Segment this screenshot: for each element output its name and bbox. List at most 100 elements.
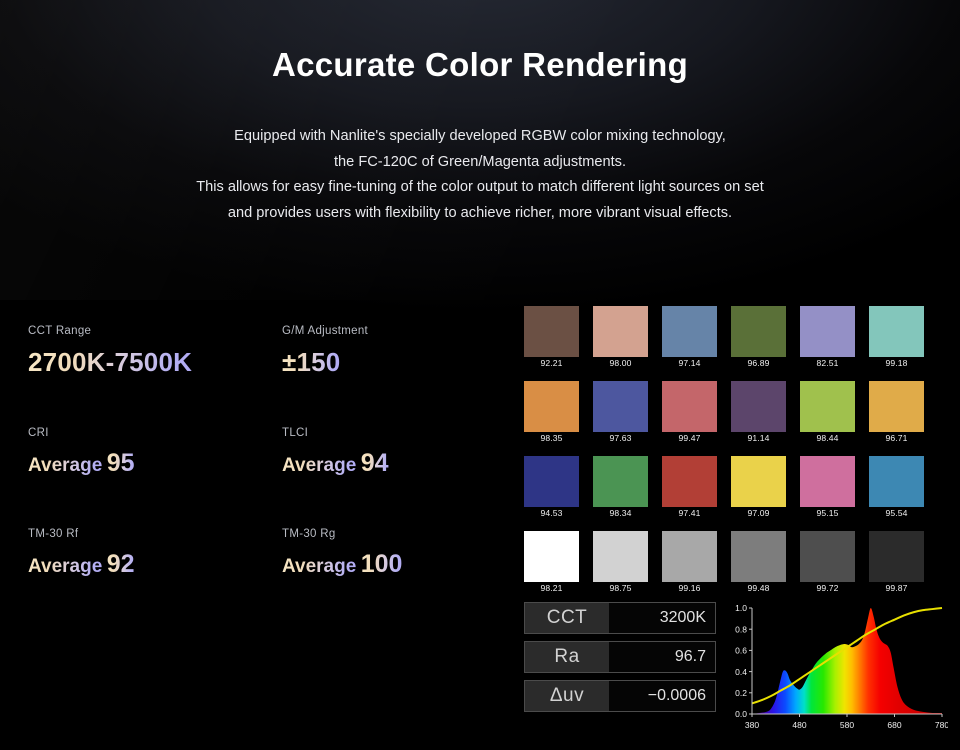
color-swatch-value: 99.48 [747,583,770,593]
spec-row: TM-30 Rf Average 92 TM-30 Rg Average 100 [28,528,488,577]
color-swatch-cell: 98.35 [524,381,579,443]
measurement-label: Ra [525,642,609,672]
color-swatch-value: 99.87 [885,583,908,593]
color-swatch [800,531,855,582]
spec-value-number: 92 [106,550,135,578]
spec-grid: CCT Range 2700K-7500K G/M Adjustment ±15… [28,325,488,577]
color-swatch-value: 97.09 [747,508,770,518]
color-swatch-value: 99.16 [678,583,701,593]
color-swatch [731,531,786,582]
page-title: Accurate Color Rendering [271,46,689,83]
color-swatch-cell: 99.87 [869,531,924,593]
color-swatch-cell: 98.21 [524,531,579,593]
color-swatch-cell: 98.00 [593,306,648,368]
spec-value-prefix: Average [282,556,357,577]
color-swatch [524,531,579,582]
color-swatch-value: 91.14 [747,433,770,443]
measurement-row: Δuv −0.0006 [524,680,716,712]
measurement-row: Ra 96.7 [524,641,716,673]
color-swatch [869,456,924,507]
color-swatch [662,306,717,357]
spec-item-gm-adjustment: G/M Adjustment ±150 [282,325,488,375]
spec-value: 2700K-7500K [28,349,282,375]
color-swatch-cell: 98.34 [593,456,648,518]
spec-label: TLCI [282,427,309,439]
spec-item-tm30-rg: TM-30 Rg Average 100 [282,528,488,577]
color-swatch-cell: 99.48 [731,531,786,593]
y-tick-label: 0.2 [735,688,747,698]
intro-paragraph: Equipped with Nanlite's specially develo… [0,124,960,226]
color-swatch-cell: 99.47 [662,381,717,443]
color-swatch-cell: 91.14 [731,381,786,443]
color-swatch-cell: 95.15 [800,456,855,518]
color-swatch-value: 97.63 [609,433,632,443]
spec-value-prefix: Average [282,455,357,476]
spec-label: TM-30 Rg [282,528,336,540]
spec-row: CCT Range 2700K-7500K G/M Adjustment ±15… [28,325,488,375]
spec-value: Average 100 [282,552,488,577]
spec-value: ±150 [282,349,488,375]
color-swatch-value: 98.44 [816,433,839,443]
color-swatch [524,381,579,432]
color-swatch [593,306,648,357]
measurement-value: 3200K [609,603,715,633]
spec-value-number: 94 [360,449,389,477]
spec-label: TM-30 Rf [28,528,79,540]
color-swatch-value: 97.14 [678,358,701,368]
color-swatch-value: 94.53 [540,508,563,518]
color-swatch-value: 96.71 [885,433,908,443]
spec-value-text: ±150 [282,347,341,377]
color-swatch-cell: 99.72 [800,531,855,593]
color-swatch-cell: 99.16 [662,531,717,593]
y-tick-label: 0.0 [735,709,747,719]
x-tick-label: 480 [792,720,806,730]
color-swatch [800,306,855,357]
y-tick-label: 0.4 [735,667,747,677]
color-swatch-value: 99.72 [816,583,839,593]
spacer [28,476,488,528]
cumulative-power-line [751,607,943,705]
spec-value: Average 95 [28,451,282,476]
color-swatch [800,381,855,432]
color-swatch-value: 99.18 [885,358,908,368]
spec-value-text: 2700K-7500K [28,347,193,377]
color-swatch [869,381,924,432]
color-swatch-cell: 95.54 [869,456,924,518]
spec-label: CRI [28,427,49,439]
color-swatch [662,531,717,582]
color-swatch-value: 92.21 [540,358,563,368]
intro-line-4: and provides users with flexibility to a… [227,204,733,221]
measurement-value: 96.7 [609,642,715,672]
color-swatch-value: 98.35 [540,433,563,443]
spec-value: Average 92 [28,552,282,577]
color-swatch-cell: 82.51 [800,306,855,368]
spd-area [752,607,942,714]
spectral-power-distribution-chart: 0.0 0.2 0.4 0.6 0.8 1.0 380 480 580 680 780 [722,600,949,740]
color-swatch-grid: 92.21 98.00 97.14 96.89 82.51 99.18 98.35 97.63… [524,306,924,593]
spec-label: CCT Range [28,325,92,337]
color-swatch-cell: 92.21 [524,306,579,368]
color-swatch-value: 98.21 [540,583,563,593]
color-swatch [800,456,855,507]
color-swatch-value: 97.41 [678,508,701,518]
color-swatch-value: 98.00 [609,358,632,368]
color-swatch [662,456,717,507]
spec-value-prefix: Average [28,455,103,476]
measurement-panel: CCT 3200K Ra 96.7 Δuv −0.0006 [524,602,716,719]
spec-value-number: 100 [360,550,403,578]
color-swatch-cell: 97.63 [593,381,648,443]
x-tick-label: 780 [935,720,948,730]
y-tick-label: 0.6 [735,646,747,656]
x-tick-label: 580 [840,720,854,730]
intro-line-3: This allows for easy fine-tuning of the … [196,179,764,195]
color-swatch [593,381,648,432]
color-swatch-value: 98.34 [609,508,632,518]
color-swatch [869,531,924,582]
measurement-value: −0.0006 [609,681,715,711]
measurement-label: CCT [525,603,609,633]
color-swatch-cell: 97.41 [662,456,717,518]
color-swatch [593,531,648,582]
color-swatch-value: 99.47 [678,433,701,443]
